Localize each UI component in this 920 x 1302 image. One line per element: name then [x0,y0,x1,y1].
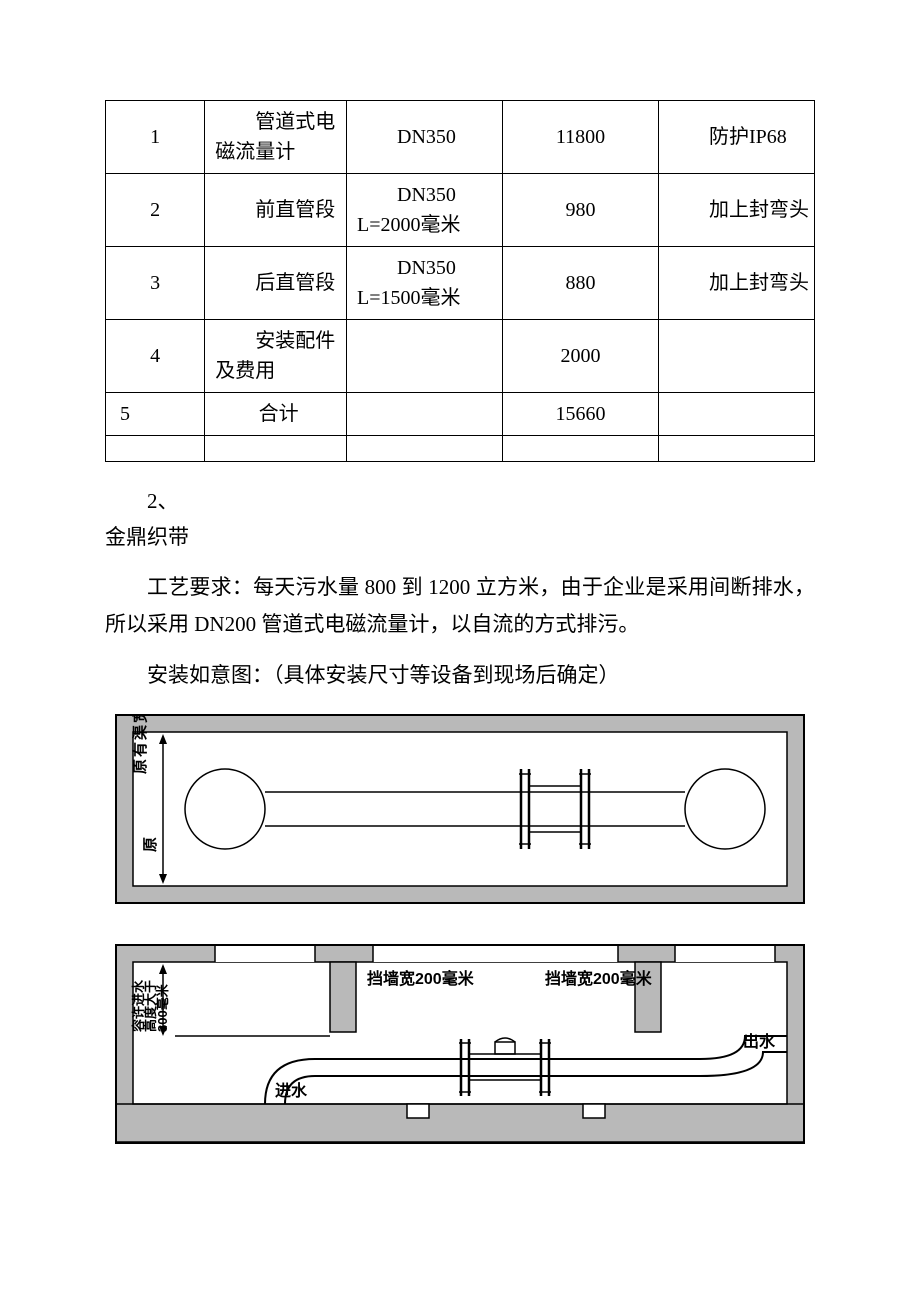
cell-index: 1 [106,101,205,174]
install-note: 安装如意图：（具体安装尺寸等设备到现场后确定） [105,657,815,694]
diagram-plan-view: 原 原有渠宽 [115,714,805,904]
cell-name: 后直管段 [205,247,347,320]
inlet-label: 进水 [275,1081,308,1100]
cell-name: 合计 [205,393,347,436]
cell-note: 防护IP68 [658,101,814,174]
cell-spec: DN350 L=2000毫米 [347,174,503,247]
cell-price: 11800 [503,101,659,174]
diagram-section-view: 容许进水 高度大于 300毫米 挡墙宽200毫米 挡墙宽200毫米 [115,944,805,1144]
cell-spec [347,393,503,436]
baffle-label-right: 挡墙宽200毫米 [545,969,653,988]
cell-note: 加上封弯头 [658,247,814,320]
cell-name: 管道式电磁流量计 [205,101,347,174]
cell-spec: DN350 [347,101,503,174]
cell-note [658,436,814,462]
baffle-label-left: 挡墙宽200毫米 [367,969,475,988]
cell-name: 安装配件及费用 [205,320,347,393]
table-row: 4 安装配件及费用 2000 [106,320,815,393]
table-row: 2 前直管段 DN350 L=2000毫米 980 加上封弯头 [106,174,815,247]
cell-price: 980 [503,174,659,247]
outlet-label: 出水 [743,1032,776,1051]
cell-spec [347,320,503,393]
cell-index [106,436,205,462]
cost-table: 1 管道式电磁流量计 DN350 11800 防护IP68 2 前直管段 DN3… [105,100,815,462]
cell-note [658,393,814,436]
requirement-paragraph: 工艺要求：每天污水量 800 到 1200 立方米，由于企业是采用间断排水，所以… [105,569,815,643]
cell-index: 3 [106,247,205,320]
cell-index: 5 [106,393,205,436]
cell-index: 4 [106,320,205,393]
cell-index: 2 [106,174,205,247]
table-row [106,436,815,462]
channel-width-label: 原有渠宽 [131,714,149,774]
cell-price: 2000 [503,320,659,393]
svg-text:300毫米: 300毫米 [155,983,170,1032]
cell-price [503,436,659,462]
section-heading: 2、 金鼎织带 [105,484,815,555]
cell-price: 15660 [503,393,659,436]
cell-note: 加上封弯头 [658,174,814,247]
svg-text:原: 原 [142,837,159,852]
cell-name: 前直管段 [205,174,347,247]
cell-price: 880 [503,247,659,320]
requirement-text: 工艺要求：每天污水量 800 到 1200 立方米，由于企业是采用间断排水，所以… [105,569,815,643]
table-row: 3 后直管段 DN350 L=1500毫米 880 加上封弯头 [106,247,815,320]
section-number: 2、 [105,484,815,520]
table-row: 5 合计 15660 [106,393,815,436]
table-row: 1 管道式电磁流量计 DN350 11800 防护IP68 [106,101,815,174]
cell-spec [347,436,503,462]
cell-spec: DN350 L=1500毫米 [347,247,503,320]
document-page: 1 管道式电磁流量计 DN350 11800 防护IP68 2 前直管段 DN3… [0,0,920,1204]
cell-note [658,320,814,393]
section-title: 金鼎织带 [105,520,815,556]
cell-name [205,436,347,462]
